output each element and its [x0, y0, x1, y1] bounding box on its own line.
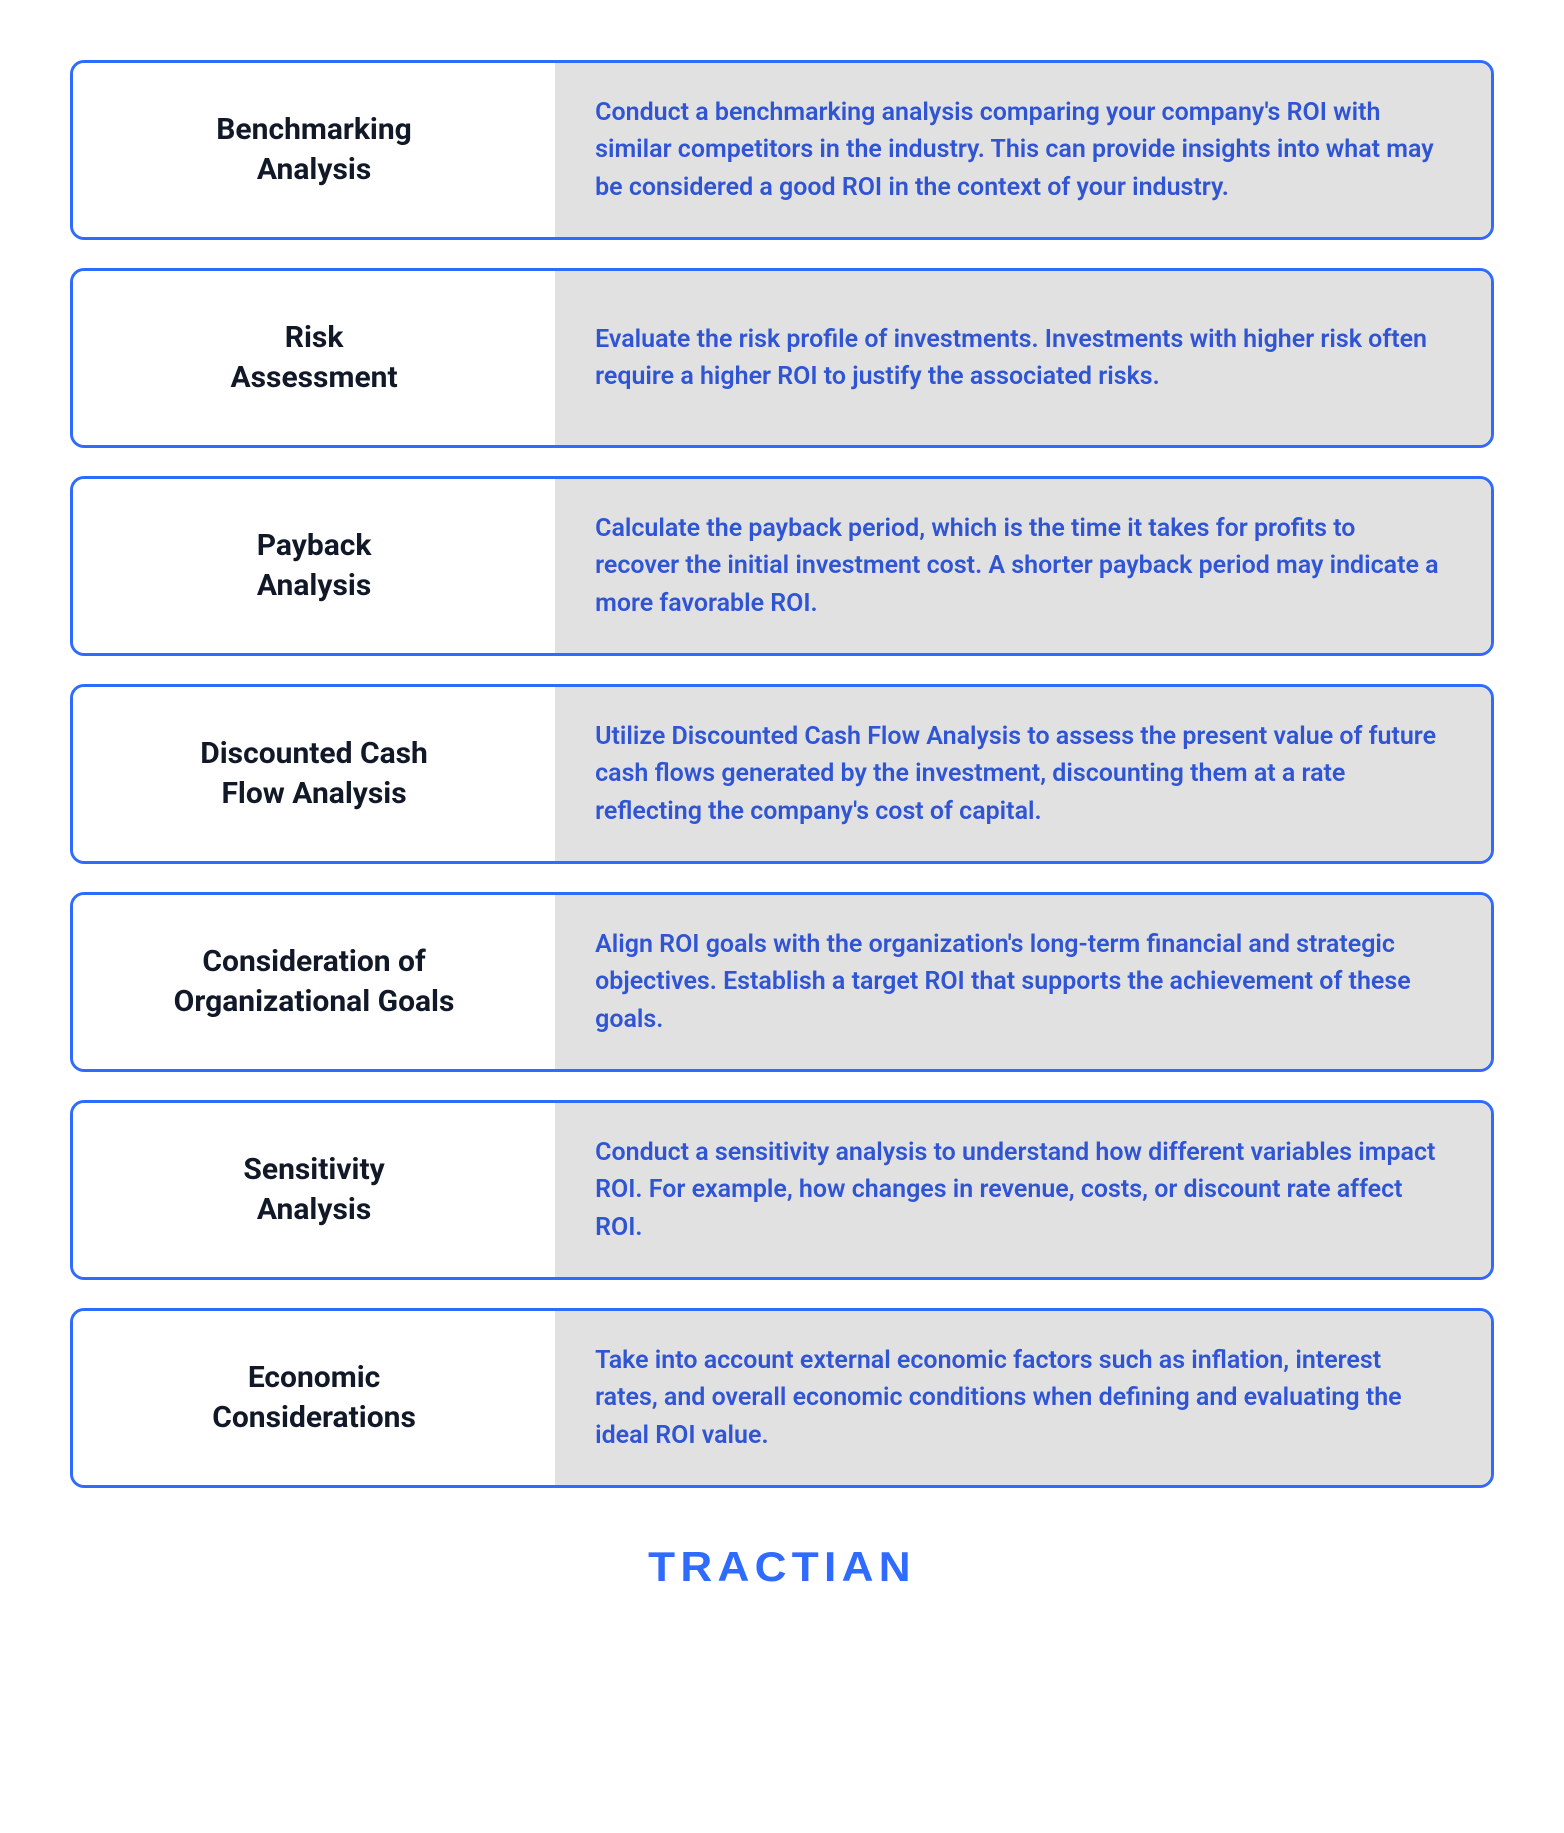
card-title: Risk Assessment — [230, 318, 397, 399]
card-title-cell: Discounted Cash Flow Analysis — [73, 687, 555, 861]
card-title: Consideration of Organizational Goals — [174, 942, 455, 1023]
card-list: Benchmarking Analysis Conduct a benchmark… — [70, 60, 1494, 1488]
card-title-cell: Sensitivity Analysis — [73, 1103, 555, 1277]
card-title-cell: Risk Assessment — [73, 271, 555, 445]
card-description-cell: Conduct a sensitivity analysis to unders… — [555, 1103, 1491, 1277]
card-title: Sensitivity Analysis — [243, 1150, 384, 1231]
card-title-cell: Economic Considerations — [73, 1311, 555, 1485]
info-card: Economic Considerations Take into account… — [70, 1308, 1494, 1488]
info-card: Benchmarking Analysis Conduct a benchmark… — [70, 60, 1494, 240]
card-description: Calculate the payback period, which is t… — [595, 510, 1441, 623]
info-card: Consideration of Organizational Goals Ali… — [70, 892, 1494, 1072]
card-description-cell: Utilize Discounted Cash Flow Analysis to… — [555, 687, 1491, 861]
info-card: Sensitivity Analysis Conduct a sensitivit… — [70, 1100, 1494, 1280]
card-description-cell: Conduct a benchmarking analysis comparin… — [555, 63, 1491, 237]
card-title-cell: Benchmarking Analysis — [73, 63, 555, 237]
card-description-cell: Calculate the payback period, which is t… — [555, 479, 1491, 653]
card-description: Take into account external economic fact… — [595, 1342, 1441, 1455]
info-card: Discounted Cash Flow Analysis Utilize Dis… — [70, 684, 1494, 864]
card-description-cell: Align ROI goals with the organization's … — [555, 895, 1491, 1069]
info-card: Risk Assessment Evaluate the risk profile… — [70, 268, 1494, 448]
card-description-cell: Take into account external economic fact… — [555, 1311, 1491, 1485]
card-title: Benchmarking Analysis — [216, 110, 412, 191]
card-description-cell: Evaluate the risk profile of investments… — [555, 271, 1491, 445]
card-title-cell: Payback Analysis — [73, 479, 555, 653]
card-description: Conduct a sensitivity analysis to unders… — [595, 1134, 1441, 1247]
info-card: Payback Analysis Calculate the payback pe… — [70, 476, 1494, 656]
card-title-cell: Consideration of Organizational Goals — [73, 895, 555, 1069]
card-title: Payback Analysis — [257, 526, 372, 607]
card-title: Economic Considerations — [212, 1358, 416, 1439]
brand-logo: TRACTIAN — [34, 1543, 1529, 1591]
card-description: Utilize Discounted Cash Flow Analysis to… — [595, 718, 1441, 831]
card-title: Discounted Cash Flow Analysis — [200, 734, 428, 815]
card-description: Conduct a benchmarking analysis comparin… — [595, 94, 1441, 207]
card-description: Evaluate the risk profile of investments… — [595, 321, 1441, 396]
card-description: Align ROI goals with the organization's … — [595, 926, 1441, 1039]
